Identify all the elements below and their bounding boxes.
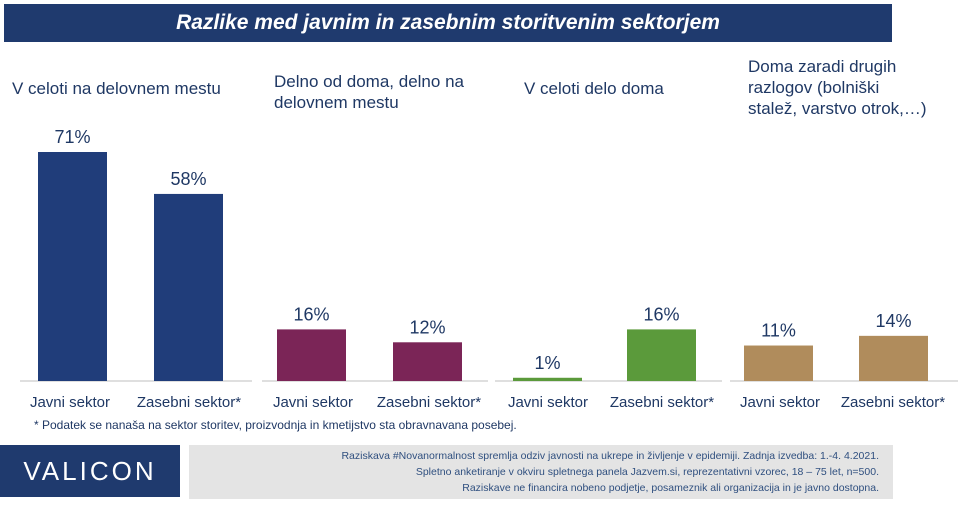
data-label-4-1: 11% (761, 321, 796, 341)
valicon-logo: VALICON (0, 445, 180, 497)
data-label-2-1: 16% (293, 304, 329, 324)
info-line-2: Spletno anketiranje v okviru spletnega p… (415, 466, 879, 478)
bar-2-1 (277, 329, 346, 381)
footnote: * Podatek se nanaša na sektor storitev, … (34, 418, 517, 432)
bar-1-2 (154, 193, 223, 381)
category-label-1-1: Javni sektor (30, 394, 110, 411)
data-label-4-2: 14% (875, 311, 911, 331)
panel-title-2: Delno od doma, delno na delovnem mestu (274, 71, 464, 113)
title-bar: Razlike med javnim in zasebnim storitven… (4, 4, 892, 42)
category-label-4-1: Javni sektor (740, 394, 820, 411)
panel-title-4-line-3: stalež, varstvo otrok,…) (748, 99, 927, 118)
bar-3-1 (513, 377, 582, 381)
panel-title-4-line-1: Doma zaradi drugih (748, 57, 897, 76)
category-label-3-1: Javni sektor (508, 394, 588, 411)
info-line-1: Raziskava #Novanormalnost spremlja odziv… (341, 450, 879, 462)
bar-2-2 (393, 342, 462, 381)
panel-title-1-line-1: V celoti na delovnem mestu (12, 79, 221, 98)
logo-text: VALICON (23, 455, 157, 486)
panel-title-3-line-1: V celoti delo doma (524, 79, 664, 98)
panel-title-1: V celoti na delovnem mestu (12, 78, 221, 99)
data-label-1-1: 71% (54, 127, 90, 147)
bar-4-1 (744, 345, 813, 381)
bar-1-1 (38, 152, 107, 381)
data-label-2-2: 12% (409, 317, 445, 337)
panel-title-4-line-2: razlogov (bolniški (748, 78, 880, 97)
info-line-3: Raziskave ne financira nobeno podjetje, … (462, 482, 879, 494)
data-label-1-2: 58% (170, 169, 206, 189)
category-label-4-2: Zasebni sektor* (841, 394, 945, 411)
category-label-2-1: Javni sektor (273, 394, 353, 411)
chart-title: Razlike med javnim in zasebnim storitven… (176, 11, 720, 34)
category-label-2-2: Zasebni sektor* (377, 394, 481, 411)
data-label-3-2: 16% (643, 304, 679, 324)
category-label-1-2: Zasebni sektor* (137, 394, 241, 411)
data-label-3-1: 1% (534, 353, 560, 373)
panel-title-3: V celoti delo doma (524, 78, 664, 99)
bar-chart: 71% Javni sektor 58% Zasebni sektor* 16% Javn… (20, 127, 958, 411)
category-label-3-2: Zasebni sektor* (610, 394, 714, 411)
panel-title-2-line-1: Delno od doma, delno na (274, 72, 464, 91)
info-box: Raziskava #Novanormalnost spremlja odziv… (189, 445, 893, 499)
bar-3-2 (627, 329, 696, 381)
panel-title-2-line-2: delovnem mestu (274, 93, 399, 112)
bar-4-2 (859, 335, 928, 381)
panel-title-4: Doma zaradi drugih razlogov (bolniški st… (748, 56, 927, 119)
